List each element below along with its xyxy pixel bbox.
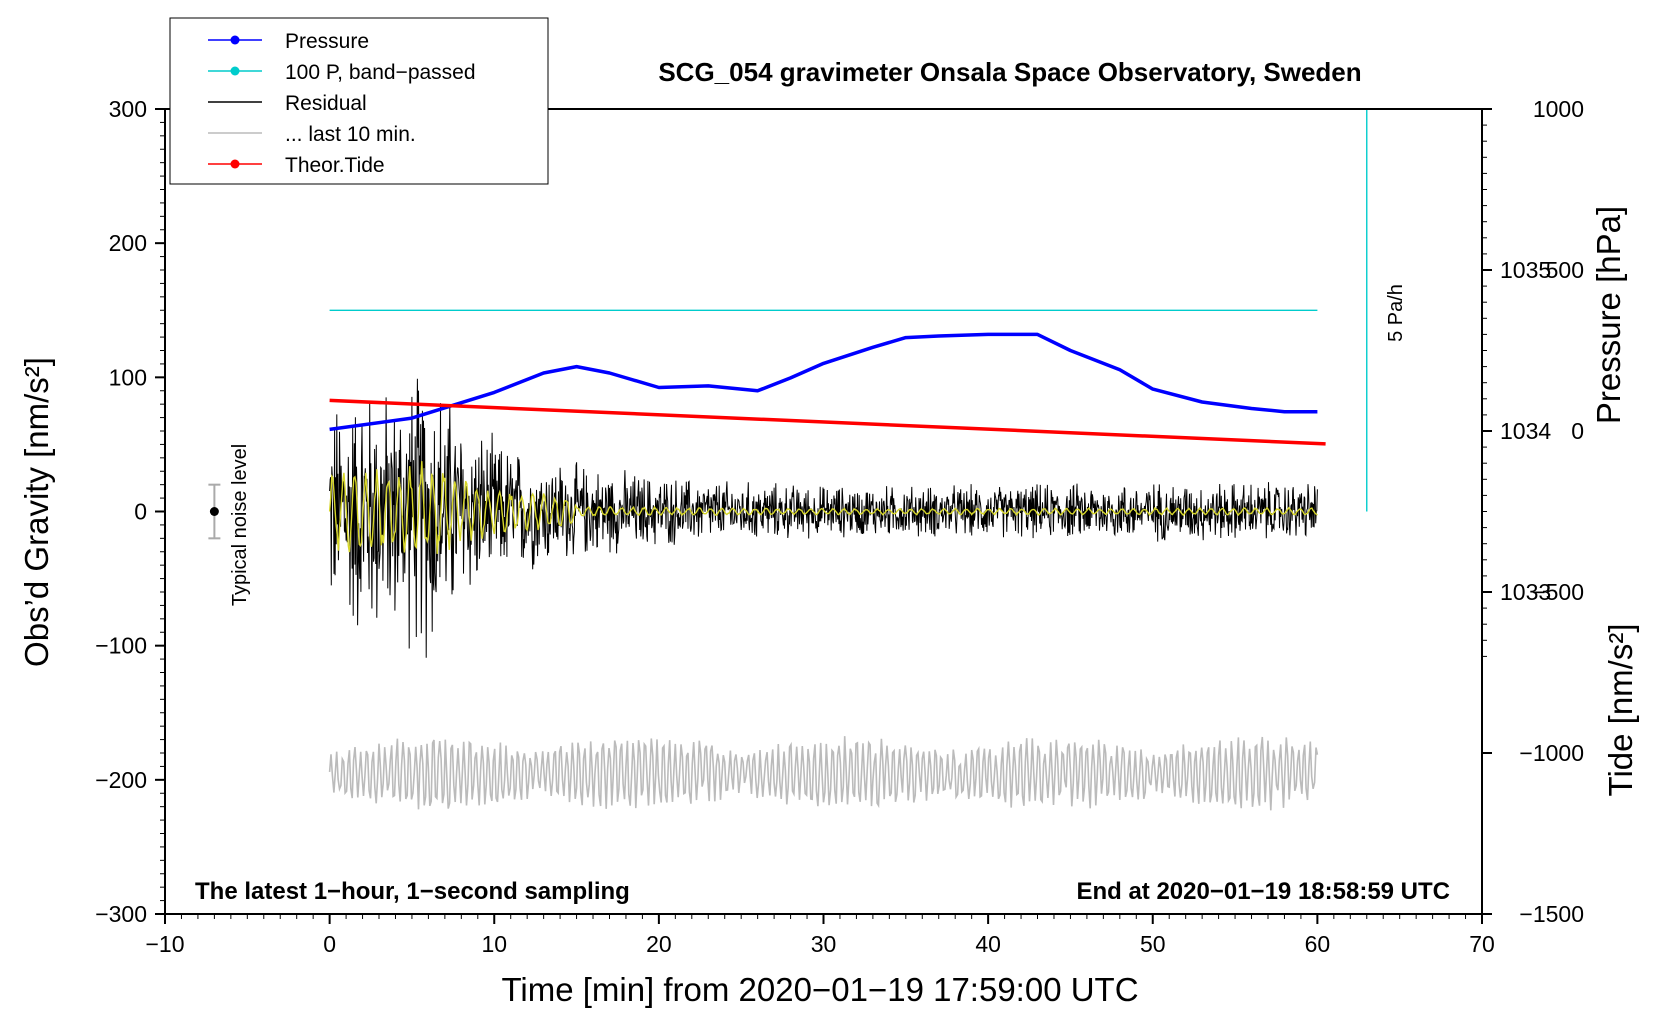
legend-swatch-marker — [230, 35, 240, 45]
last-10-min-trace — [328, 736, 1319, 811]
pressure-tick-label: 1035 — [1500, 257, 1551, 283]
legend-swatch-marker — [230, 159, 240, 169]
left-tick-label: 0 — [134, 499, 147, 525]
last-10-min-layer — [328, 736, 1319, 811]
x-tick-label: 20 — [646, 931, 672, 957]
noise-level-label: Typical noise level — [229, 444, 251, 606]
legend-entries: Pressure 100 P, band−passed Residual ... la… — [208, 30, 476, 177]
legend-box — [169, 17, 549, 185]
legend-label: ... last 10 min. — [285, 123, 416, 146]
tide-tick-label: −1000 — [1519, 740, 1584, 766]
sampling-annotation: The latest 1−hour, 1−second sampling — [195, 878, 630, 905]
series-line-2 — [329, 398, 1326, 446]
legend-label: Pressure — [285, 30, 369, 53]
y-axis-title-left: Obs’d Gravity [nm/s²] — [18, 357, 55, 667]
residual-trace — [329, 378, 1318, 658]
x-tick-label: 10 — [481, 931, 507, 957]
tide-tick-label: 500 — [1546, 257, 1584, 283]
x-tick-label: 70 — [1469, 931, 1495, 957]
legend-swatch-marker — [230, 66, 240, 76]
chart-title: SCG_054 gravimeter Onsala Space Observat… — [658, 57, 1361, 87]
left-tick-label: 100 — [109, 364, 147, 390]
left-tick-label: −300 — [95, 901, 147, 927]
legend: Pressure 100 P, band−passed Residual ... la… — [169, 17, 549, 185]
x-tick-label: 40 — [975, 931, 1001, 957]
left-tick-label: 300 — [109, 96, 147, 122]
x-tick-label: −10 — [145, 931, 184, 957]
x-tick-label: 50 — [1140, 931, 1166, 957]
legend-label: Residual — [285, 92, 367, 115]
extras-layer — [208, 109, 1368, 540]
tide-tick-label: 1000 — [1533, 96, 1584, 122]
x-tick-label: 30 — [811, 931, 837, 957]
tide-tick-label: −500 — [1532, 579, 1584, 605]
series-line-0 — [329, 332, 1318, 432]
legend-label: 100 P, band−passed — [285, 61, 476, 84]
ticks-layer: −10 0 10 20 30 40 50 60 70−300−200−1000100200300… — [95, 96, 1584, 957]
end-time-annotation: End at 2020−01−19 18:58:59 UTC — [1076, 878, 1450, 905]
residual-layer — [329, 378, 1318, 658]
y-axis-title-tide: Tide [nm/s²] — [1602, 624, 1639, 797]
noise-level-dot — [209, 507, 219, 516]
series-layer — [329, 309, 1326, 446]
y-axis-title-pressure: Pressure [hPa] — [1590, 206, 1627, 424]
x-axis-title: Time [min] from 2020−01−19 17:59:00 UTC — [501, 971, 1138, 1008]
left-tick-label: 200 — [109, 230, 147, 256]
legend-label: Theor.Tide — [285, 154, 385, 177]
left-tick-label: −200 — [95, 767, 147, 793]
pressure-tick-label: 1034 — [1500, 418, 1551, 444]
pressure-tick-label: 1033 — [1500, 579, 1551, 605]
pressure-rate-label: 5 Pa/h — [1385, 284, 1407, 342]
bandpass-filtered-layer — [328, 461, 1318, 554]
x-tick-label: 0 — [323, 931, 336, 957]
tide-tick-label: 0 — [1571, 418, 1584, 444]
left-tick-label: −100 — [95, 633, 147, 659]
x-tick-label: 60 — [1305, 931, 1331, 957]
yellow-filtered-trace — [328, 461, 1318, 554]
tide-tick-label: −1500 — [1519, 901, 1584, 927]
